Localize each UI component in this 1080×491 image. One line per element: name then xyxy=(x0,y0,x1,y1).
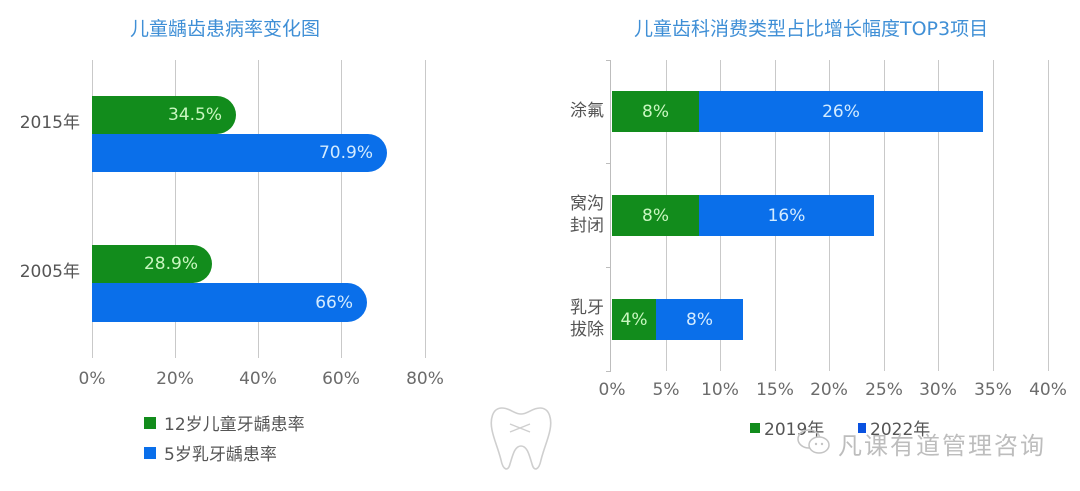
category-label-tufu: 涂氟 xyxy=(548,100,604,122)
bar-value-label: 34.5% xyxy=(167,105,222,125)
x-tick: 5% xyxy=(652,380,680,400)
bar-2015-12yo: 34.5% xyxy=(92,96,236,134)
bar-tufu-2022: 26% xyxy=(699,91,983,132)
x-tick: 40% xyxy=(1029,380,1067,400)
legend-swatch-green xyxy=(144,416,156,429)
x-tick: 25% xyxy=(865,380,903,400)
bar-value-label: 70.9% xyxy=(318,143,373,163)
category-label-line: 窝沟 xyxy=(570,194,604,214)
bar-2005-12yo: 28.9% xyxy=(92,245,212,283)
y-axis-tick xyxy=(606,60,611,61)
gridline xyxy=(884,60,885,371)
category-label-line: 封闭 xyxy=(570,216,604,236)
x-tick: 15% xyxy=(756,380,794,400)
x-tick: 0% xyxy=(598,380,626,400)
category-label: 2015年 xyxy=(19,113,80,133)
category-label-line: 拔除 xyxy=(570,320,604,340)
bar-tufu-2019: 8% xyxy=(612,91,699,132)
gridline xyxy=(1048,60,1049,371)
x-tick: 20% xyxy=(810,380,848,400)
wechat-icon xyxy=(796,427,832,461)
legend-item-2019: 2019年 xyxy=(750,415,824,440)
gridline xyxy=(341,60,342,358)
category-label-line: 涂氟 xyxy=(570,101,604,121)
bar-value-label: 8% xyxy=(642,101,669,122)
legend-label: 2022年 xyxy=(870,420,931,440)
category-label-ruya: 乳牙 拔除 xyxy=(548,297,604,341)
y-axis-tick xyxy=(606,371,611,372)
category-label-wogou: 窝沟 封闭 xyxy=(548,193,604,237)
right-chart-title: 儿童齿科消费类型占比增长幅度TOP3项目 xyxy=(634,18,989,40)
bar-value-label: 66% xyxy=(315,292,353,313)
y-axis-tick xyxy=(606,267,611,268)
x-tick: 30% xyxy=(919,380,957,400)
legend-swatch-blue xyxy=(144,446,156,459)
gridline xyxy=(92,60,93,358)
bar-wogou-2022: 16% xyxy=(699,195,874,236)
bar-value-label: 4% xyxy=(620,309,648,330)
x-tick: 60% xyxy=(322,369,360,389)
legend-label: 12岁儿童牙龋患率 xyxy=(164,415,305,435)
category-label: 2005年 xyxy=(19,262,80,282)
left-chart-title: 儿童龋齿患病率变化图 xyxy=(130,18,321,40)
gridline xyxy=(258,60,259,358)
bar-value-label: 16% xyxy=(767,205,806,226)
x-tick: 80% xyxy=(406,369,444,389)
gridline xyxy=(993,60,994,371)
watermark-text: 凡课有道管理咨询 xyxy=(838,432,1046,460)
category-label-line: 乳牙 xyxy=(570,298,604,318)
gridline xyxy=(425,60,426,358)
x-tick: 0% xyxy=(78,369,106,389)
x-tick: 20% xyxy=(156,369,194,389)
y-axis-line xyxy=(610,60,611,371)
legend-swatch-green xyxy=(750,422,760,433)
gridline xyxy=(175,60,176,358)
bar-2015-5yo: 70.9% xyxy=(92,134,387,172)
bar-value-label: 28.9% xyxy=(143,254,198,274)
legend-item-5yo: 5岁乳牙龋患率 xyxy=(144,440,277,465)
bar-ruya-2022: 8% xyxy=(656,299,743,340)
gridline xyxy=(938,60,939,371)
x-tick: 35% xyxy=(974,380,1012,400)
watermark: 凡课有道管理咨询 xyxy=(796,426,1046,461)
tooth-icon xyxy=(488,404,554,478)
legend-label: 5岁乳牙龋患率 xyxy=(164,445,277,465)
legend-label: 2019年 xyxy=(764,420,825,440)
bar-value-label: 26% xyxy=(822,101,860,122)
legend-item-2022: 2022年 xyxy=(858,415,930,440)
legend-swatch-blue xyxy=(858,422,866,433)
legend-item-12yo: 12岁儿童牙龋患率 xyxy=(144,410,305,435)
bar-2005-5yo: 66% xyxy=(92,283,367,322)
bar-value-label: 8% xyxy=(642,205,669,226)
x-tick: 40% xyxy=(239,369,277,389)
bar-ruya-2019: 4% xyxy=(612,299,656,340)
x-tick: 10% xyxy=(701,380,739,400)
bar-value-label: 8% xyxy=(686,309,713,330)
y-axis-tick xyxy=(606,163,611,164)
bar-wogou-2019: 8% xyxy=(612,195,699,236)
